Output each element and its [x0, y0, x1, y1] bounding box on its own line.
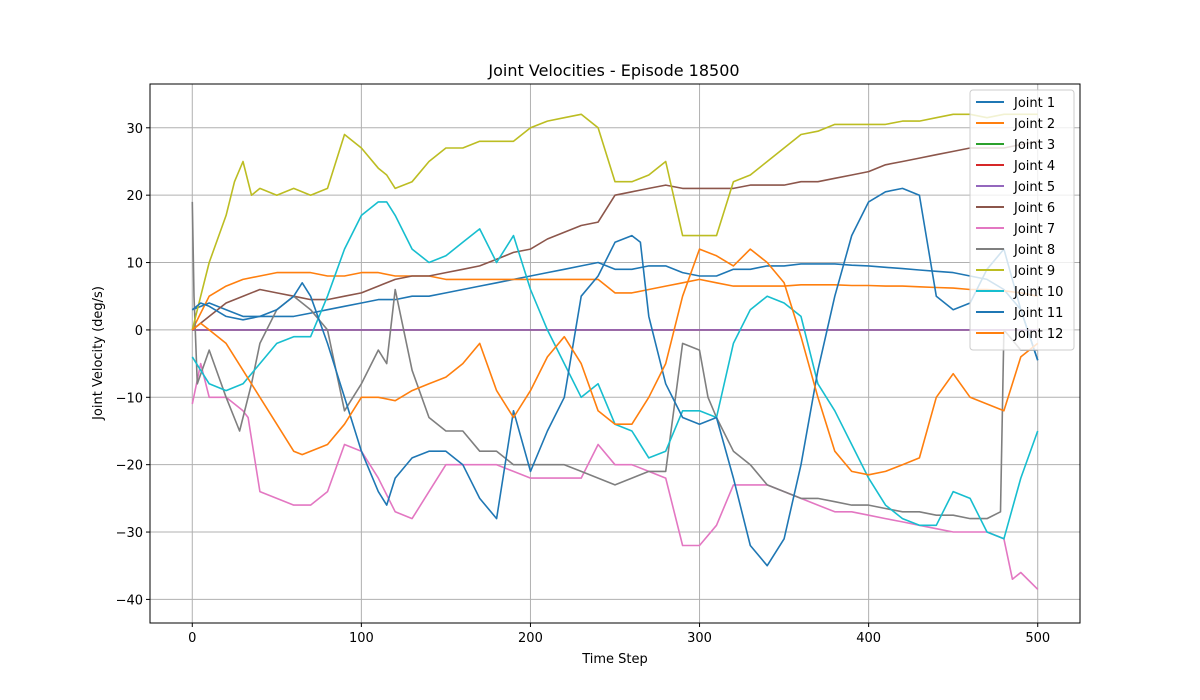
x-tick-label: 200 [518, 631, 543, 646]
series-line-joint-9 [191, 113, 1038, 331]
y-tick-label: 0 [135, 324, 143, 339]
legend-label: Joint 7 [1013, 222, 1055, 237]
y-tick-label: −20 [116, 459, 143, 474]
x-tick-label: 100 [349, 631, 374, 646]
x-axis-label: Time Step [581, 652, 648, 667]
series-lines [191, 113, 1039, 590]
legend-label: Joint 2 [1013, 117, 1055, 132]
series-line-joint-11 [191, 187, 1039, 567]
y-tick-label: −30 [116, 526, 143, 541]
series-line-joint-2 [191, 271, 1038, 331]
y-tick-label: 30 [126, 122, 143, 137]
x-tick-label: 500 [1025, 631, 1050, 646]
legend: Joint 1 Joint 2 Joint 3 Joint 4 Joint 5 Joint… [969, 89, 1075, 351]
series-line-joint-1 [192, 261, 1039, 361]
plot-frame [149, 83, 1081, 624]
x-tick-label: 0 [188, 631, 196, 646]
y-tick-label: −10 [116, 391, 143, 406]
y-tick-label: −40 [116, 593, 143, 608]
legend-label: Joint 10 [1013, 285, 1063, 300]
series-line-joint-12 [191, 248, 1039, 476]
axis-ticks: 0 100 200 300 400 500 −40 −30 −20 −10 0 10 20 30 [116, 122, 1051, 646]
series-line-joint-10 [191, 201, 1039, 540]
legend-label: Joint 12 [1013, 327, 1063, 342]
legend-label: Joint 1 [1013, 96, 1055, 111]
x-tick-label: 400 [856, 631, 881, 646]
legend-label: Joint 3 [1013, 138, 1055, 153]
legend-label: Joint 9 [1013, 264, 1055, 279]
y-tick-label: 20 [126, 189, 143, 204]
series-line-joint-7 [191, 362, 1039, 590]
x-tick-label: 300 [687, 631, 712, 646]
y-axis-label: Joint Velocity (deg/s) [91, 286, 106, 421]
legend-label: Joint 6 [1013, 201, 1055, 216]
legend-label: Joint 11 [1013, 306, 1063, 321]
legend-label: Joint 8 [1013, 243, 1055, 258]
legend-label: Joint 5 [1013, 180, 1055, 195]
series-line-joint-6 [191, 140, 1038, 331]
y-tick-label: 10 [126, 257, 143, 272]
legend-box [969, 89, 1075, 351]
legend-label: Joint 4 [1013, 159, 1055, 174]
chart-title: Joint Velocities - Episode 18500 [487, 61, 739, 80]
